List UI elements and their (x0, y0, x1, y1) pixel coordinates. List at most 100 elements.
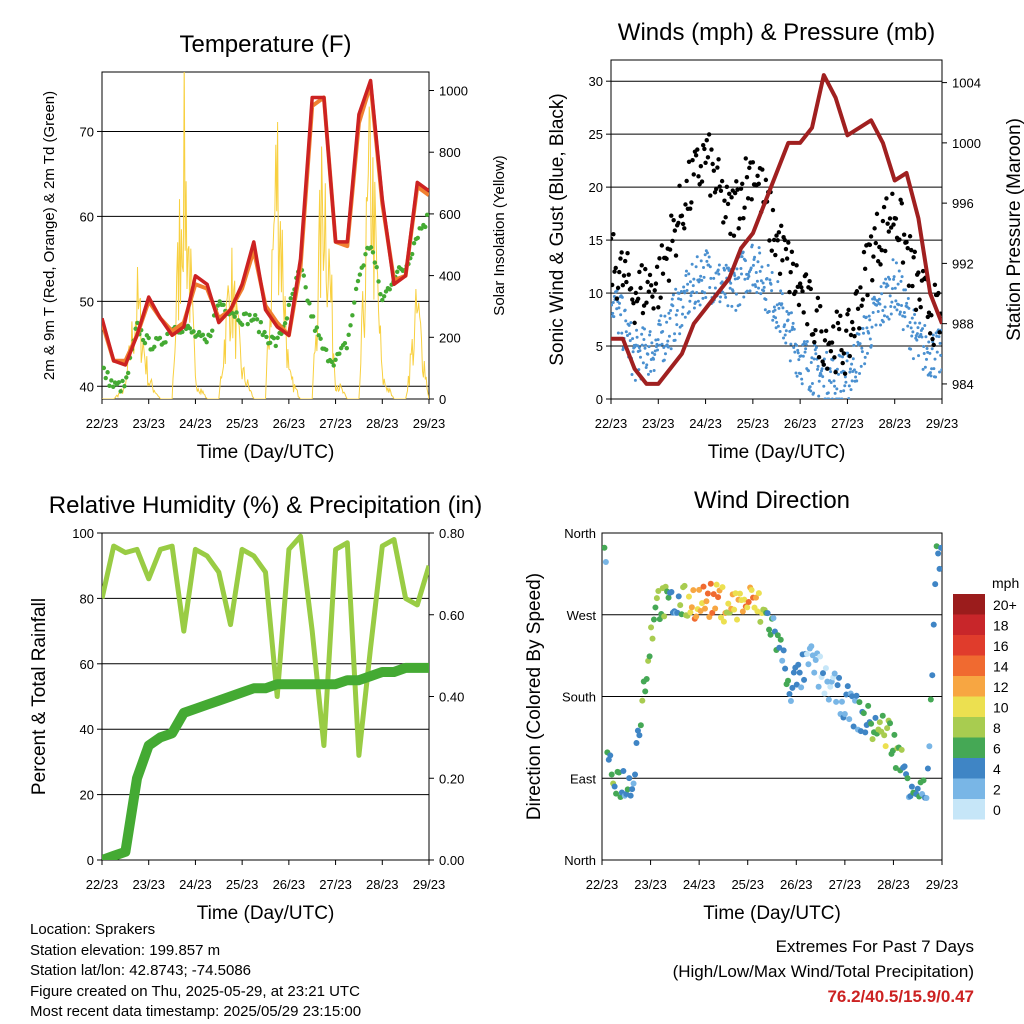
point-wind (809, 361, 813, 365)
point-wind-direction (636, 732, 643, 739)
point-gust (702, 146, 707, 152)
y-axis-label: Sonic Wind & Gust (Blue, Black) (547, 93, 568, 365)
point-wind (684, 269, 688, 273)
point-wind (847, 384, 851, 388)
point-wind (928, 351, 932, 355)
x-tick-label: 26/23 (784, 416, 817, 431)
point-dewpoint (124, 375, 129, 380)
point-gust (920, 268, 926, 274)
point-gust (929, 313, 934, 318)
point-gust (818, 303, 823, 309)
point-wind (694, 300, 698, 304)
point-dewpoint (411, 240, 417, 246)
point-dewpoint (111, 384, 116, 389)
point-gust (656, 305, 661, 310)
point-wind-direction (930, 621, 937, 628)
point-wind (649, 369, 653, 373)
point-wind (740, 255, 744, 259)
point-dewpoint (329, 359, 335, 365)
point-gust (865, 292, 870, 298)
point-wind (829, 370, 833, 374)
point-wind (663, 314, 667, 318)
y-right-tick-label: 800 (439, 145, 461, 160)
point-gust (783, 246, 789, 252)
point-wind (927, 340, 931, 344)
point-wind (629, 321, 633, 325)
legend-label: 2 (993, 782, 1001, 798)
point-wind (646, 372, 650, 376)
point-wind (690, 262, 694, 266)
point-gust (667, 247, 673, 252)
point-wind (868, 318, 872, 322)
point-wind (694, 265, 698, 269)
point-wind-direction (803, 650, 810, 657)
point-wind (684, 274, 688, 278)
point-gust (851, 326, 856, 332)
point-wind (860, 350, 864, 354)
point-dewpoint (423, 224, 428, 230)
point-wind (799, 372, 803, 376)
point-wind (806, 369, 810, 373)
point-wind-direction (805, 661, 812, 668)
point-wind (620, 331, 624, 335)
point-gust (854, 289, 860, 294)
point-wind (656, 348, 660, 352)
data-layer (602, 543, 942, 802)
x-tick-label: 28/23 (366, 877, 399, 892)
point-wind (747, 274, 751, 278)
point-wind (759, 292, 763, 296)
point-wind-direction (776, 644, 783, 651)
point-gust (815, 295, 821, 301)
point-wind-direction (785, 677, 792, 684)
point-gust (813, 328, 818, 333)
point-wind-direction (748, 587, 755, 594)
point-dewpoint (271, 335, 277, 341)
point-gust (887, 216, 893, 221)
point-wind (677, 297, 681, 301)
point-gust (899, 201, 905, 206)
point-wind (692, 306, 696, 310)
point-gust (760, 167, 765, 172)
point-wind (749, 266, 753, 270)
point-dewpoint (120, 378, 125, 384)
point-dewpoint (247, 312, 252, 318)
point-gust (927, 331, 933, 336)
point-wind (893, 286, 897, 290)
point-wind (885, 315, 889, 319)
point-wind (724, 295, 728, 299)
legend-swatch (953, 737, 985, 758)
y-tick-label: 0 (596, 392, 603, 407)
point-wind-direction (793, 681, 800, 688)
point-wind-direction (920, 777, 927, 784)
point-gust (901, 232, 907, 237)
point-wind (687, 310, 691, 314)
point-wind (820, 367, 824, 371)
point-wind (699, 274, 703, 278)
point-wind (842, 389, 846, 393)
point-wind-direction (841, 711, 848, 718)
point-gust (688, 206, 693, 211)
point-gust (910, 283, 915, 289)
point-dewpoint (395, 269, 400, 274)
point-wind (756, 260, 760, 264)
point-wind (884, 277, 888, 281)
point-gust (769, 248, 774, 253)
point-dewpoint (344, 345, 349, 351)
point-wind (687, 272, 691, 276)
point-gust (690, 158, 695, 163)
point-gust (905, 245, 910, 251)
point-dewpoint (307, 301, 312, 306)
point-dewpoint (286, 302, 292, 308)
point-wind (863, 362, 867, 366)
point-gust (711, 168, 717, 173)
point-wind (769, 282, 773, 286)
point-wind (680, 323, 684, 327)
point-wind (700, 289, 704, 293)
point-wind (623, 308, 627, 312)
point-wind (781, 336, 785, 340)
point-wind (727, 268, 731, 272)
x-tick-label: 24/23 (683, 877, 716, 892)
point-dewpoint (191, 329, 196, 334)
point-wind (642, 338, 646, 342)
